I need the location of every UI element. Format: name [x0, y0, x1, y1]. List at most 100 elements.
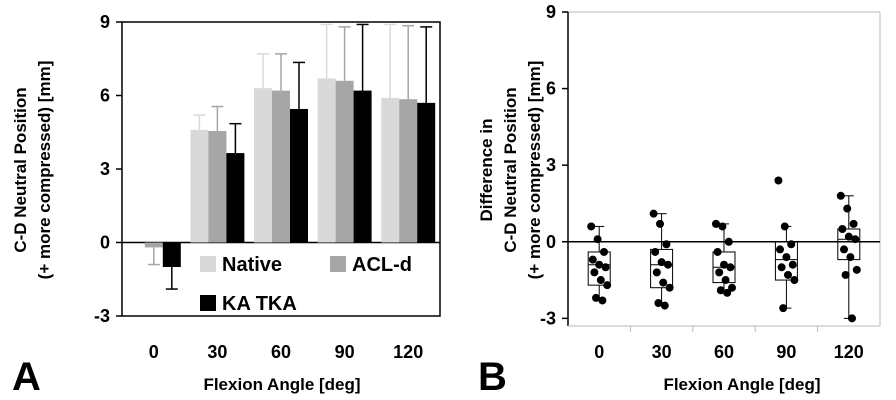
panel-b-data-point — [841, 270, 850, 279]
panel-a-x-tick-label: 30 — [207, 342, 227, 362]
panel-b-data-point — [844, 232, 853, 241]
panel-b-data-point — [716, 286, 725, 295]
panel-b-data-point — [788, 260, 797, 269]
panel-b-data-point — [712, 219, 720, 228]
panel-b-y-tick-label: -3 — [540, 308, 556, 328]
panel-b-box — [774, 241, 798, 281]
panel-b-data-point — [723, 288, 732, 297]
panel-a-x-axis-title: Flexion Angle [deg] — [203, 375, 360, 394]
panel-b-y-axis-title: Difference in C-D Neutral Position (+ more… — [477, 61, 544, 280]
panel-a-x-tick-label: 120 — [393, 342, 423, 362]
panel-b-data-point — [726, 263, 735, 272]
panel-a-bar-ka-tka — [290, 108, 308, 243]
panel-b-data-point — [649, 209, 658, 218]
panel-b-data-point — [651, 247, 660, 256]
panel-b-x-tick-label: 30 — [652, 342, 672, 362]
panel-b-data-point — [846, 253, 855, 262]
panel-b-data-point — [590, 268, 599, 277]
panel-a-bar-ka-tka — [226, 153, 245, 243]
panel-a-bar-ka-tka — [417, 102, 436, 243]
panel-b-data-point — [664, 260, 672, 269]
panel-a-bar-acl-d — [335, 80, 354, 243]
panel-b-data-point — [779, 304, 788, 313]
panel-a-bar-native — [254, 88, 272, 243]
panel-a-y-tick-label: -3 — [94, 306, 110, 326]
panel-b-data-point — [776, 245, 784, 254]
panel-a-bar-ka-tka — [162, 242, 181, 267]
panel-a-bar-acl-d — [208, 131, 227, 243]
panel-b-data-point — [593, 235, 602, 244]
panel-b-y-tick-label: 6 — [546, 79, 556, 99]
panel-a-bar-native — [317, 78, 336, 243]
panel-b-data-point — [603, 281, 612, 290]
panel-b-y-axis-title-line: C-D Neutral Position — [501, 87, 520, 252]
panel-b-data-point — [601, 263, 610, 272]
panel-a-bar-acl-d — [144, 242, 163, 248]
panel-b-data-point — [652, 268, 661, 277]
panel-b-data-point — [662, 240, 671, 249]
panel-b-data-point — [784, 270, 792, 279]
panel-a-y-tick-label: 3 — [100, 159, 110, 179]
panel-b-data-point — [836, 191, 845, 200]
panel-a-x-tick-label: 60 — [271, 342, 291, 362]
panel-b-data-point — [588, 255, 597, 264]
panel-b-data-point — [838, 224, 847, 233]
panel-b-data-point — [596, 276, 605, 285]
panel-a-legend-box — [193, 245, 438, 313]
panel-b-data-point — [851, 235, 860, 244]
panel-b-data-point — [849, 219, 858, 228]
panel-a-letter: A — [12, 355, 41, 399]
panel-b-letter: B — [478, 355, 507, 399]
panel-a-legend-swatch — [330, 256, 346, 272]
panel-b-data-point — [852, 265, 861, 274]
panel-b-data-point — [777, 263, 786, 272]
panel-b-y-tick-label: 9 — [546, 2, 556, 22]
panel-a-bar-native — [190, 129, 209, 243]
panel-a-y-tick-label: 0 — [100, 233, 110, 253]
panel-b-box — [650, 248, 674, 289]
panel-a-bar-acl-d — [272, 90, 290, 243]
panel-b-data-point — [659, 278, 668, 287]
panel-a-y-axis-title-line: C-D Neutral Position — [11, 87, 30, 252]
panel-a-bar-native — [381, 97, 400, 243]
panel-b-data-point — [843, 204, 852, 213]
panel-b-y-axis-title-line: (+ more compressed) [mm] — [525, 61, 544, 280]
panel-b-data-point — [657, 258, 666, 267]
panel-b-data-point — [720, 260, 728, 269]
panel-a-legend-label: KA TKA — [222, 293, 297, 315]
panel-b-x-tick-label: 60 — [714, 342, 734, 362]
panel-b-data-point — [790, 276, 799, 285]
panel-b-y-tick-label: 0 — [546, 232, 556, 252]
panel-b-data-point — [848, 314, 856, 323]
panel-b-data-point — [715, 268, 724, 277]
panel-b-data-point — [660, 301, 669, 310]
panel-b: B Difference in C-D Neutral Position (+ mo… — [477, 2, 881, 399]
panel-b-data-point — [721, 276, 730, 285]
panel-b-data-point — [592, 293, 600, 302]
panel-b-x-tick-label: 120 — [834, 342, 864, 362]
panel-b-y-axis-title-line: Difference in — [477, 119, 496, 222]
panel-b-data-point — [787, 240, 796, 249]
panel-b-data-point — [718, 222, 727, 231]
panel-a-legend-swatch — [200, 295, 216, 311]
panel-a-y-tick-label: 6 — [100, 86, 110, 106]
panel-b-data-point — [598, 296, 607, 305]
panel-a-x-tick-label: 90 — [335, 342, 355, 362]
panel-b-data-point — [665, 283, 674, 292]
panel-b-data-point — [728, 283, 736, 292]
panel-a-bar-acl-d — [399, 99, 418, 243]
panel-a-y-axis-title: C-D Neutral Position (+ more compressed) … — [11, 61, 54, 280]
panel-b-y-tick-label: 3 — [546, 155, 556, 175]
panel-b-x-tick-label: 0 — [594, 342, 604, 362]
panel-a-bar-ka-tka — [353, 90, 372, 243]
panel-b-x-axis-title: Flexion Angle [deg] — [663, 375, 820, 394]
panel-b-data-point — [587, 222, 596, 231]
panel-b-data-point — [774, 176, 783, 185]
panel-b-data-point — [840, 245, 848, 254]
panel-b-data-point — [782, 253, 791, 262]
panel-a-legend-label: Native — [222, 254, 282, 276]
panel-a-y-tick-label: 9 — [100, 12, 110, 32]
